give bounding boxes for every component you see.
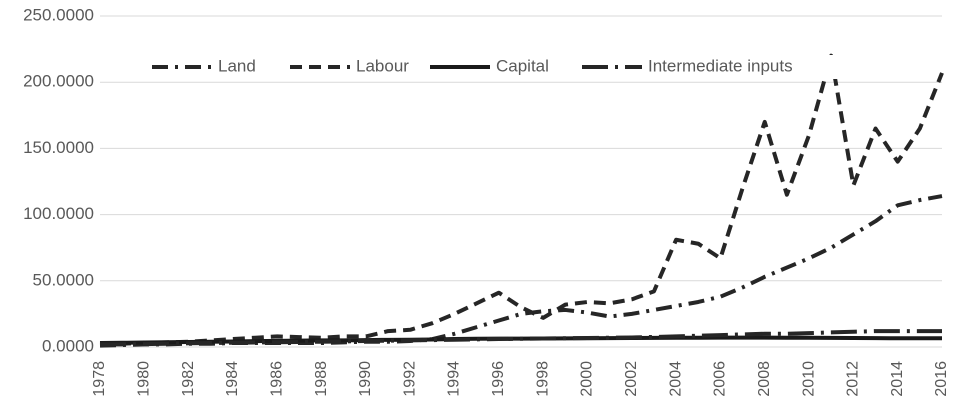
x-tick-label: 2016 (933, 361, 950, 397)
y-tick-label: 200.0000 (23, 72, 94, 91)
legend-label: Capital (496, 56, 549, 75)
legend-label: Labour (356, 56, 409, 75)
x-tick-label: 1992 (401, 361, 418, 397)
x-tick-label: 1988 (313, 361, 330, 397)
y-tick-label: 0.0000 (42, 336, 94, 355)
x-tick-label: 1984 (224, 361, 241, 397)
x-tick-label: 2008 (756, 361, 773, 397)
y-tick-label: 100.0000 (23, 204, 94, 223)
series-line (99, 194, 943, 348)
y-tick-label: 50.0000 (33, 270, 94, 289)
x-tick-label: 1996 (490, 361, 507, 397)
x-tick-label: 1994 (446, 361, 463, 397)
x-tick-label: 1990 (357, 361, 374, 397)
x-tick-label: 2012 (845, 361, 862, 397)
x-tick-label: 2004 (667, 361, 684, 397)
x-tick-label: 2014 (889, 361, 906, 397)
x-tick-label: 1998 (534, 361, 551, 397)
series-line (100, 329, 942, 347)
x-tick-label: 1982 (180, 361, 197, 397)
x-tick-label: 1986 (268, 361, 285, 397)
x-tick-label: 2010 (800, 361, 817, 397)
y-tick-label: 250.0000 (23, 5, 94, 24)
legend-label: Intermediate inputs (648, 56, 793, 75)
legend-bg (148, 55, 278, 79)
legend-label: Land (218, 56, 256, 75)
x-tick-label: 2002 (623, 361, 640, 397)
x-tick-label: 2000 (579, 361, 596, 397)
x-tick-label: 1978 (91, 361, 108, 397)
y-tick-label: 150.0000 (23, 138, 94, 157)
series-line (99, 53, 944, 347)
legend-bg (578, 55, 848, 79)
x-tick-label: 2006 (712, 361, 729, 397)
x-tick-label: 1980 (136, 361, 153, 397)
